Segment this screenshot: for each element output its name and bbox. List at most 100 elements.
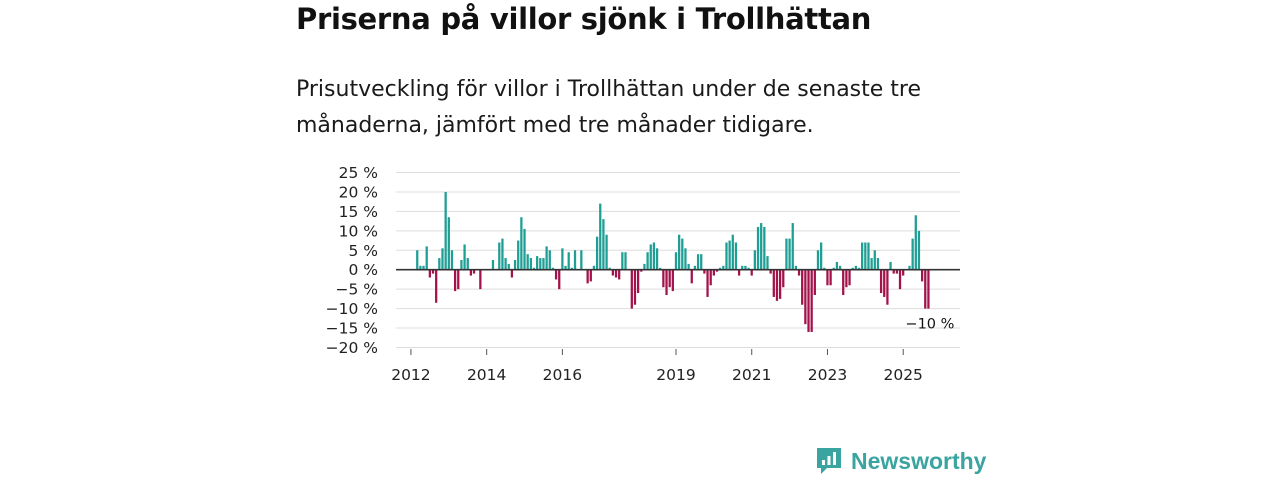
bar-positive	[734, 242, 738, 270]
bar-negative	[668, 269, 671, 288]
bar-positive	[655, 248, 659, 270]
bar-negative	[712, 269, 715, 276]
bar-positive	[595, 236, 599, 270]
y-tick-label: 5 %	[348, 242, 378, 260]
bar-positive	[501, 238, 504, 270]
bars	[416, 191, 930, 332]
bar-negative	[709, 269, 712, 286]
bar-positive	[498, 242, 501, 270]
bar-positive	[684, 248, 687, 270]
bar-positive	[854, 265, 857, 270]
bar-positive	[450, 250, 454, 270]
bar-negative	[769, 269, 772, 274]
bar-positive	[816, 250, 820, 270]
bar-positive	[561, 248, 564, 270]
bar-positive	[599, 203, 602, 270]
bar-negative	[898, 269, 902, 290]
bar-positive	[523, 228, 526, 270]
bar-positive	[911, 238, 914, 270]
bar-positive	[504, 258, 507, 270]
y-tick-label: −20 %	[326, 339, 378, 357]
bar-positive	[545, 246, 548, 270]
bar-positive	[719, 267, 722, 270]
x-tick-label: 2019	[656, 366, 695, 384]
bar-positive	[542, 258, 545, 270]
bar-negative	[633, 269, 637, 305]
bar-positive	[766, 256, 769, 270]
bar-positive	[438, 258, 441, 270]
bar-positive	[517, 240, 520, 270]
bar-positive	[747, 267, 750, 270]
bar-positive	[876, 258, 880, 270]
bar-negative	[479, 269, 482, 290]
bar-negative	[797, 269, 801, 276]
x-tick-label: 2012	[391, 366, 430, 384]
bar-positive	[823, 267, 826, 270]
y-tick-label: 0 %	[348, 261, 378, 279]
bar-positive	[867, 242, 870, 270]
bar-negative	[775, 269, 779, 301]
bar-positive	[491, 260, 495, 270]
bar-positive	[567, 252, 570, 270]
bar-negative	[924, 269, 927, 309]
bar-positive	[870, 258, 873, 270]
bar-negative	[435, 269, 438, 303]
chart-subtitle: Prisutveckling för villor i Trollhättan …	[296, 77, 922, 138]
bar-negative	[927, 269, 930, 309]
newsworthy-logo[interactable]: Newsworthy	[815, 446, 986, 476]
y-tick-label: −15 %	[326, 320, 378, 338]
bar-negative	[472, 269, 476, 274]
bar-negative	[772, 269, 775, 297]
bar-negative	[842, 269, 845, 295]
bar-positive	[725, 242, 728, 270]
bar-positive	[652, 242, 656, 270]
bar-positive	[570, 267, 573, 270]
bar-negative	[883, 269, 886, 297]
bar-positive	[728, 240, 731, 270]
bar-positive	[580, 250, 583, 270]
bar-negative	[611, 269, 615, 276]
bar-positive	[794, 265, 798, 270]
bar-positive	[526, 254, 529, 270]
bar-positive	[678, 234, 681, 270]
bar-negative	[715, 269, 719, 272]
bar-negative	[589, 269, 592, 282]
bar-positive	[760, 223, 763, 270]
y-tick-label: 10 %	[339, 222, 378, 240]
bar-negative	[640, 269, 643, 272]
brand-name: Newsworthy	[851, 447, 987, 474]
bar-positive	[889, 261, 892, 270]
y-tick-label: 15 %	[339, 203, 378, 221]
bar-positive	[602, 219, 605, 270]
bar-positive	[681, 238, 684, 270]
bar-negative	[845, 269, 848, 288]
bar-negative	[801, 269, 804, 305]
bar-positive	[914, 215, 917, 270]
bar-positive	[624, 252, 627, 270]
bar-positive	[838, 265, 842, 270]
bar-positive	[592, 265, 596, 270]
bar-positive	[419, 265, 422, 270]
bar-negative	[706, 269, 709, 297]
bar-positive	[756, 226, 760, 270]
bar-positive	[687, 263, 690, 270]
x-tick-label: 2021	[732, 366, 771, 384]
bar-positive	[873, 250, 876, 270]
bar-negative	[453, 269, 457, 292]
bar-negative	[636, 269, 640, 294]
bar-positive	[722, 265, 725, 270]
annotations: −10 %	[905, 317, 954, 333]
y-tick-label: −5 %	[335, 281, 378, 299]
bar-negative	[690, 269, 693, 284]
bar-positive	[696, 254, 700, 270]
bar-positive	[820, 242, 823, 270]
bar-positive	[643, 263, 646, 270]
bar-positive	[548, 250, 551, 270]
bar-negative	[431, 269, 435, 274]
bar-negative	[737, 269, 741, 276]
bar-positive	[700, 254, 703, 270]
bar-negative	[510, 269, 514, 278]
bar-positive	[788, 238, 791, 270]
bar-negative	[618, 269, 621, 280]
bar-negative	[895, 269, 899, 274]
